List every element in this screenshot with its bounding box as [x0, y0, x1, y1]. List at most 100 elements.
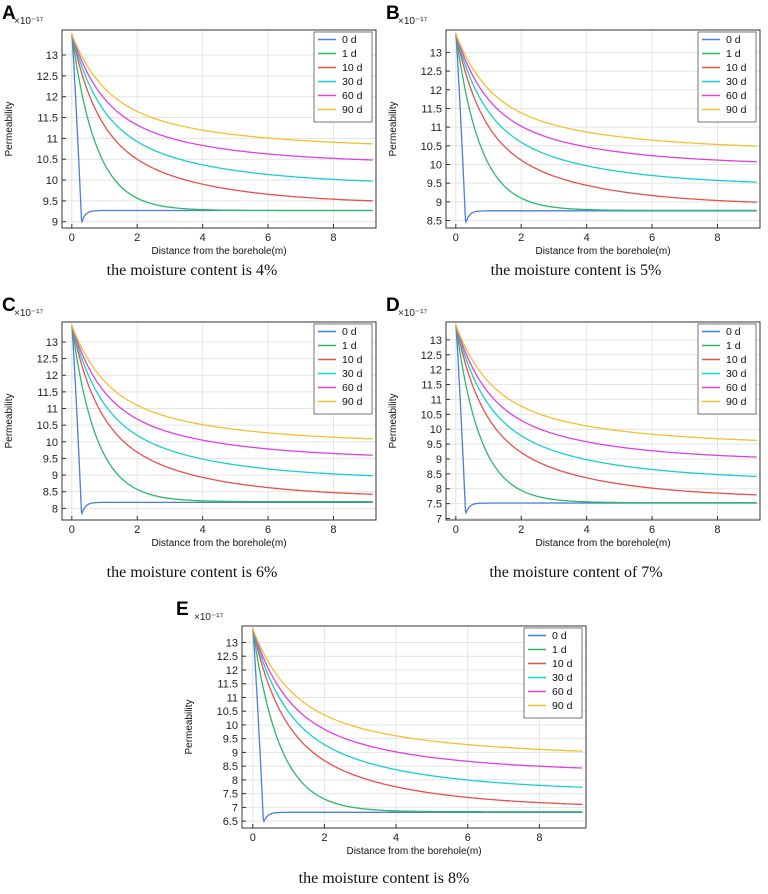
- legend-label-b-2: 10 d: [726, 62, 747, 74]
- chart-svg-d: D×10⁻¹⁷ 0 2 4 6 8 7 7.5 8 8.5 9 9.5 10 10.5 11 11.5 12 12…: [386, 295, 761, 549]
- y-tick-label-d-12: 13: [430, 335, 442, 347]
- x-axis-title-c: Distance from the borehole(m): [151, 538, 286, 549]
- x-tick-label-e-2: 4: [393, 832, 399, 844]
- legend-box-b: [697, 31, 757, 123]
- x-tick-label-d-4: 8: [714, 524, 720, 536]
- y-tick-label-b-7: 12: [430, 85, 442, 97]
- legend-label-c-4: 60 d: [342, 382, 363, 394]
- y-tick-label-c-3: 9.5: [43, 453, 58, 465]
- exponent-label-a: ×10⁻¹⁷: [14, 16, 44, 27]
- legend-label-c-5: 90 d: [342, 396, 363, 408]
- y-axis-title-e: Permeability: [184, 699, 195, 754]
- legend-label-a-5: 90 d: [342, 104, 363, 116]
- legend-box-a: [313, 31, 373, 123]
- y-tick-label-e-8: 10.5: [217, 706, 238, 718]
- legend-label-a-4: 60 d: [342, 90, 363, 102]
- y-tick-label-c-1: 8.5: [43, 487, 58, 499]
- y-tick-label-e-9: 11: [227, 692, 238, 704]
- y-tick-label-c-6: 11: [47, 404, 58, 416]
- legend-label-a-2: 10 d: [342, 62, 363, 74]
- y-tick-label-b-4: 10.5: [421, 141, 442, 153]
- x-tick-label-c-1: 2: [134, 524, 140, 536]
- y-tick-label-d-8: 11: [431, 394, 442, 406]
- x-axis-title-d: Distance from the borehole(m): [535, 538, 670, 549]
- legend-label-e-0: 0 d: [552, 630, 567, 642]
- y-tick-label-d-7: 10.5: [421, 409, 442, 421]
- legend-box-d: [697, 323, 757, 415]
- y-tick-label-d-2: 8: [436, 484, 442, 496]
- y-tick-label-a-3: 10.5: [37, 154, 58, 166]
- x-tick-label-b-1: 2: [518, 232, 524, 244]
- legend-label-b-1: 1 d: [726, 48, 741, 60]
- x-tick-label-a-3: 6: [265, 232, 271, 244]
- series-line-e-30d: [252, 628, 583, 788]
- y-tick-label-d-1: 7.5: [427, 499, 442, 511]
- plot-frame-d: [445, 321, 761, 521]
- x-tick-label-b-0: 0: [453, 232, 459, 244]
- y-axis-title-c: Permeability: [4, 393, 15, 448]
- y-tick-label-b-6: 11.5: [421, 103, 442, 115]
- x-tick-label-a-4: 8: [330, 232, 336, 244]
- y-tick-label-e-10: 11.5: [217, 679, 238, 691]
- exponent-label-b: ×10⁻¹⁷: [398, 16, 428, 27]
- y-tick-label-c-9: 12.5: [37, 354, 58, 366]
- y-tick-label-e-0: 6.5: [223, 816, 238, 828]
- legend-label-d-1: 1 d: [726, 340, 741, 352]
- caption-b: the moisture content is 5%: [490, 262, 662, 279]
- y-tick-label-d-10: 12: [430, 365, 442, 377]
- legend-label-b-4: 60 d: [726, 90, 747, 102]
- y-tick-label-e-12: 12.5: [217, 651, 238, 663]
- series-line-a-30d: [71, 33, 373, 182]
- panel-letter-e: E: [176, 599, 189, 620]
- series-line-b-30d: [455, 33, 757, 183]
- y-tick-label-e-7: 10: [226, 720, 238, 732]
- legend-label-d-0: 0 d: [726, 326, 741, 338]
- series-line-a-1d: [71, 33, 373, 212]
- legend-label-a-3: 30 d: [342, 76, 363, 88]
- caption-c: the moisture content is 6%: [106, 564, 278, 581]
- chart-panel-e: E ×10⁻¹⁷ 0 2 4 6 8 6.5 7 7.5 8 8.5 9 9.5 10 10.5 11 11.5 1…: [174, 596, 594, 894]
- x-tick-label-b-3: 6: [649, 232, 655, 244]
- y-tick-label-b-8: 12.5: [421, 66, 442, 78]
- caption-a: the moisture content is 4%: [106, 262, 278, 279]
- y-axis-title-b: Permeability: [388, 101, 399, 156]
- legend-label-a-1: 1 d: [342, 48, 357, 60]
- series-line-c-60d: [71, 325, 373, 456]
- y-tick-label-d-4: 9: [436, 454, 442, 466]
- y-tick-label-a-6: 12: [46, 92, 58, 104]
- y-tick-label-a-1: 9.5: [43, 196, 58, 208]
- chart-svg-b: B×10⁻¹⁷ 0 2 4 6 8 8.5 9 9.5 10 10.5 11 11.5 12 12.5 13 D…: [386, 3, 761, 257]
- y-tick-label-d-3: 8.5: [427, 469, 442, 481]
- chart-svg-a: A×10⁻¹⁷ 0 2 4 6 8 9 9.5 10 10.5 11 11.5 12 12.5 13 Dist…: [2, 3, 377, 257]
- x-tick-label-c-4: 8: [330, 524, 336, 536]
- x-tick-label-e-1: 2: [321, 832, 327, 844]
- x-tick-label-d-2: 4: [584, 524, 590, 536]
- y-tick-label-e-2: 7.5: [223, 789, 238, 801]
- series-line-b-10d: [455, 33, 757, 203]
- y-tick-label-e-5: 9: [232, 747, 238, 759]
- y-tick-label-e-1: 7: [232, 802, 238, 814]
- y-tick-label-d-9: 11.5: [421, 380, 442, 392]
- x-tick-label-d-0: 0: [453, 524, 459, 536]
- legend-box-e: [523, 627, 583, 719]
- series-line-b-1d: [455, 33, 757, 212]
- x-axis-title-e: Distance from the borehole(m): [346, 846, 481, 857]
- x-axis-title-a: Distance from the borehole(m): [151, 246, 286, 257]
- chart-panel-c: C ×10⁻¹⁷ 0 2 4 6 8 8 8.5 9 9.5 10 10.5 11 11.5 12 12.5 13…: [0, 292, 384, 590]
- chart-svg-c: C×10⁻¹⁷ 0 2 4 6 8 8 8.5 9 9.5 10 10.5 11 11.5 12 12.5 13…: [2, 295, 377, 549]
- legend-label-e-3: 30 d: [552, 672, 573, 684]
- y-tick-label-c-10: 13: [46, 337, 58, 349]
- series-line-c-30d: [71, 325, 373, 477]
- legend-label-c-2: 10 d: [342, 354, 363, 366]
- legend-label-e-4: 60 d: [552, 686, 573, 698]
- y-tick-label-a-8: 13: [46, 50, 58, 62]
- y-tick-label-b-2: 9.5: [427, 178, 442, 190]
- legend-label-c-1: 1 d: [342, 340, 357, 352]
- legend-label-d-4: 60 d: [726, 382, 747, 394]
- y-tick-label-e-6: 9.5: [223, 734, 238, 746]
- exponent-label-d: ×10⁻¹⁷: [398, 308, 428, 319]
- y-tick-label-e-13: 13: [226, 637, 238, 649]
- x-tick-label-c-0: 0: [69, 524, 75, 536]
- series-line-d-90d: [455, 324, 757, 442]
